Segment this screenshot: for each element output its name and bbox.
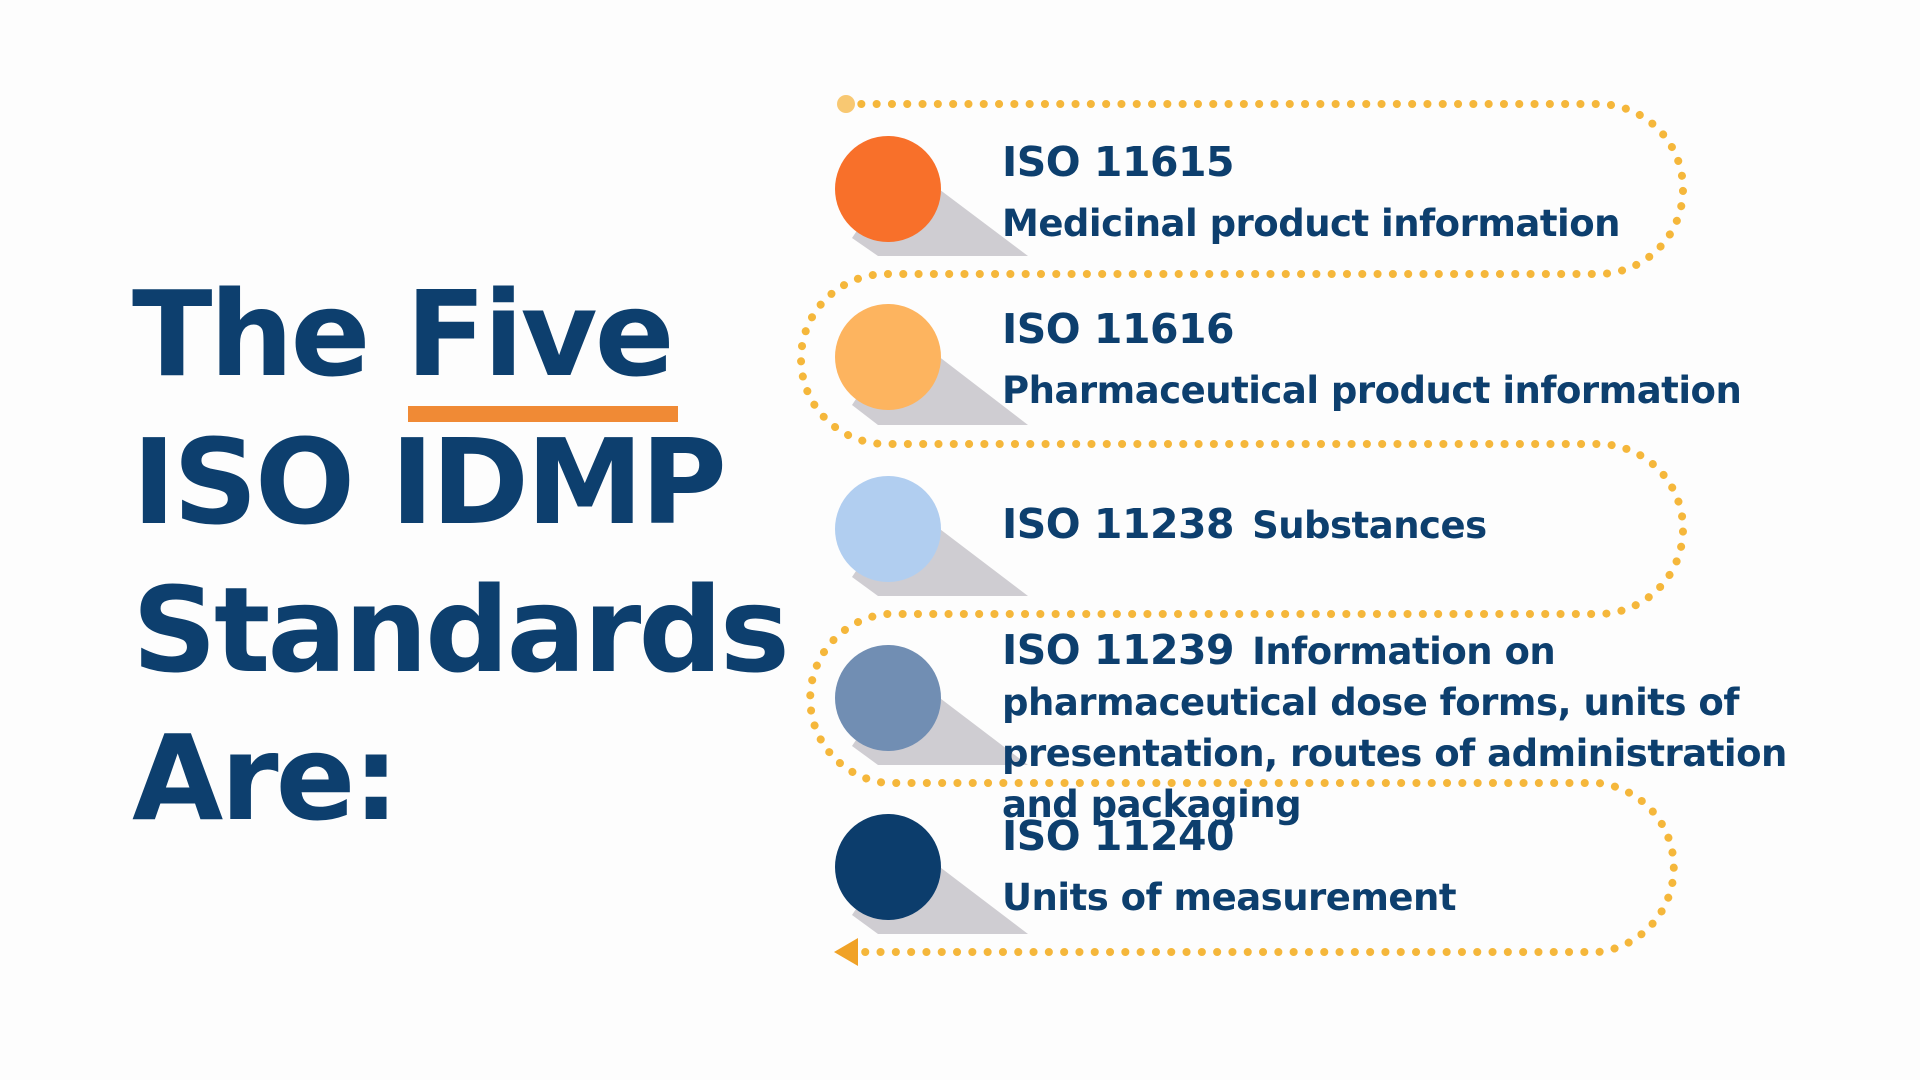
headline-line-2: ISO IDMP — [132, 413, 727, 551]
item-description: Pharmaceutical product information — [1002, 369, 1742, 412]
item-code: ISO 11240 — [1002, 812, 1235, 860]
item-code: ISO 11238 — [1002, 500, 1235, 548]
headline-line-1: The Five — [132, 260, 787, 422]
item-iso-11615: ISO 11615 Medicinal product information — [1002, 138, 1621, 245]
item-iso-11240: ISO 11240 Units of measurement — [1002, 812, 1457, 919]
circle-iso-11615 — [835, 136, 941, 242]
item-description: Units of measurement — [1002, 876, 1457, 919]
item-code: ISO 11616 — [1002, 305, 1235, 353]
headline-line-3: Standards — [132, 561, 790, 699]
item-description: Medicinal product information — [1002, 202, 1621, 245]
circle-iso-11240 — [835, 814, 941, 920]
headline-the: The — [132, 265, 406, 403]
headline-five-underlined: Five — [406, 260, 678, 422]
item-iso-11616: ISO 11616 Pharmaceutical product informa… — [1002, 305, 1742, 412]
circle-iso-11238 — [835, 476, 941, 582]
item-iso-11238: ISO 11238 Substances — [1002, 500, 1487, 548]
item-description: Substances — [1252, 504, 1487, 547]
item-code: ISO 11615 — [1002, 138, 1235, 186]
item-code: ISO 11239 — [1002, 626, 1235, 674]
item-description: Information on pharmaceutical dose forms… — [1002, 630, 1787, 826]
headline-line-4: Are: — [132, 709, 400, 847]
dotted-path — [797, 100, 1687, 956]
path-end-arrow-icon — [834, 938, 858, 966]
path-start-dot — [837, 95, 855, 113]
circle-iso-11239 — [835, 645, 941, 751]
circles — [835, 136, 941, 920]
circle-iso-11616 — [835, 304, 941, 410]
headline: The Five ISO IDMP Standards Are: — [132, 260, 790, 852]
item-iso-11239: ISO 11239 Information on pharmaceutical d… — [1002, 628, 1862, 834]
